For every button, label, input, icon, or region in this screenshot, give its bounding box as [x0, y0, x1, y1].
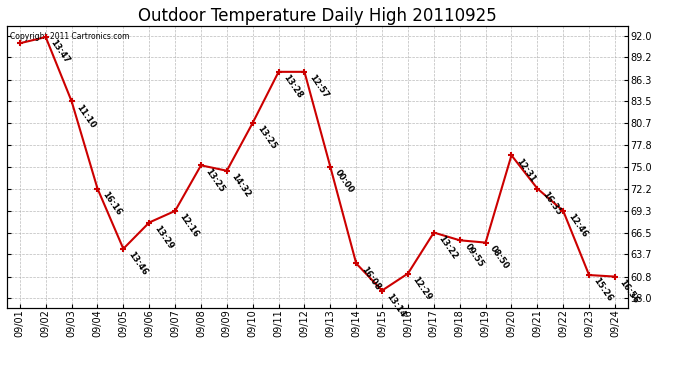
Text: 13:47: 13:47: [48, 39, 71, 65]
Text: 12:16: 12:16: [178, 212, 201, 240]
Text: 12:46: 12:46: [566, 212, 589, 240]
Text: 13:22: 13:22: [437, 234, 460, 261]
Text: 13:25: 13:25: [255, 124, 278, 151]
Text: 00:00: 00:00: [333, 168, 355, 195]
Text: 13:46: 13:46: [126, 250, 149, 277]
Text: 12:29: 12:29: [411, 275, 433, 302]
Text: 14:32: 14:32: [230, 172, 253, 199]
Text: 16:56: 16:56: [618, 278, 640, 305]
Text: 12:57: 12:57: [307, 73, 330, 100]
Text: 11:10: 11:10: [75, 103, 97, 130]
Text: 16:16: 16:16: [100, 190, 123, 217]
Text: 16:08: 16:08: [359, 265, 382, 292]
Title: Outdoor Temperature Daily High 20110925: Outdoor Temperature Daily High 20110925: [138, 7, 497, 25]
Text: 15:26: 15:26: [592, 276, 615, 304]
Text: 13:14: 13:14: [385, 292, 408, 319]
Text: 16:35: 16:35: [540, 190, 563, 217]
Text: 12:31: 12:31: [514, 157, 537, 184]
Text: 13:25: 13:25: [204, 167, 226, 194]
Text: 13:29: 13:29: [152, 224, 175, 251]
Text: Copyright 2011 Cartronics.com: Copyright 2011 Cartronics.com: [10, 32, 130, 41]
Text: 13:28: 13:28: [282, 73, 304, 100]
Text: 09:55: 09:55: [462, 242, 485, 268]
Text: 08:50: 08:50: [489, 244, 511, 271]
